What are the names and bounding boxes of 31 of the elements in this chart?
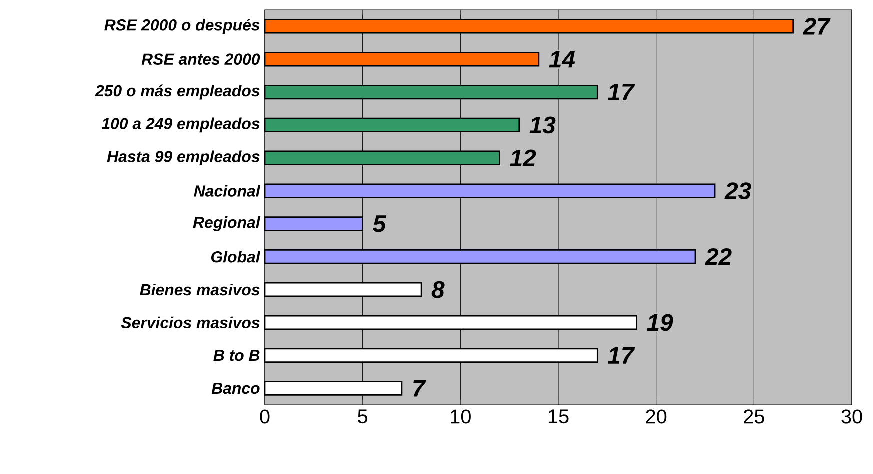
data-label: 22	[705, 248, 732, 266]
data-label: 17	[608, 84, 636, 101]
y-tick-label: RSE antes 2000	[142, 54, 260, 66]
data-label: 19	[647, 314, 674, 332]
y-tick-label: Global	[211, 251, 261, 263]
y-tick-label: Nacional	[194, 185, 261, 197]
y-tick-label: Regional	[193, 216, 261, 232]
data-label: 12	[510, 150, 536, 166]
x-tick-label: 0	[260, 410, 270, 424]
x-tick-label: 30	[842, 410, 862, 424]
data-label: 17	[608, 347, 636, 364]
data-label: 27	[802, 18, 831, 35]
y-tick-label: 250 o más empleados	[95, 84, 260, 100]
x-tick-label: 5	[358, 410, 368, 424]
y-tick-label: RSE 2000 o después	[104, 18, 260, 34]
x-tick-label: 20	[646, 410, 667, 424]
y-tick-label: B to B	[214, 350, 260, 362]
y-tick-label: Servicios masivos	[121, 316, 260, 329]
data-label: 8	[432, 281, 445, 298]
data-label: 5	[373, 216, 386, 232]
x-tick-label: 10	[451, 410, 471, 424]
y-tick-label: Hasta 99 empleados	[107, 150, 260, 166]
x-tick-label: 25	[744, 410, 764, 424]
data-label: 13	[530, 116, 556, 134]
data-label: 23	[724, 182, 752, 200]
data-label: 7	[414, 380, 426, 397]
x-tick-label: 15	[548, 410, 569, 424]
data-label: 14	[549, 51, 576, 68]
y-tick-label: Bienes masivos	[140, 284, 260, 296]
y-tick-label: 100 a 249 empleados	[102, 118, 260, 133]
y-tick-label: Banco	[212, 382, 260, 394]
